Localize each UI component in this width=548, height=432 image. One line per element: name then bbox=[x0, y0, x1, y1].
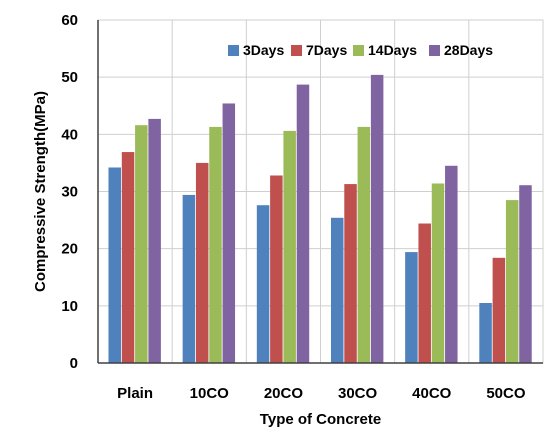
legend-swatch-7Days bbox=[291, 45, 302, 56]
x-tick-label: 10CO bbox=[190, 385, 230, 402]
legend-label-28Days: 28Days bbox=[444, 42, 493, 58]
bar-14Days-50CO bbox=[505, 200, 519, 363]
x-tick-label: 20CO bbox=[264, 385, 304, 402]
grid bbox=[97, 19, 544, 364]
bar-28Days-Plain bbox=[148, 118, 161, 363]
bar-3Days-10CO bbox=[182, 194, 196, 363]
bar-7Days-40CO bbox=[418, 223, 431, 363]
legend-swatch-3Days bbox=[228, 45, 239, 56]
y-tick-label: 60 bbox=[61, 12, 78, 29]
bar-28Days-10CO bbox=[222, 103, 236, 364]
y-tick-label: 20 bbox=[61, 241, 78, 258]
bar-7Days-50CO bbox=[492, 257, 506, 363]
axes: 0 10 20 30 40 50 60 Plain 10CO 20CO 30CO 40CO 50CO bbox=[61, 12, 543, 402]
legend-swatch-14Days bbox=[353, 45, 364, 56]
y-tick-label: 10 bbox=[61, 298, 78, 315]
x-tick-label: Plain bbox=[117, 385, 153, 402]
bar-28Days-40CO bbox=[445, 165, 458, 363]
bar-14Days-20CO bbox=[283, 130, 296, 363]
x-tick-label: 50CO bbox=[486, 385, 526, 402]
bar-7Days-Plain bbox=[121, 152, 135, 363]
legend-label-7Days: 7Days bbox=[306, 42, 347, 58]
bar-14Days-40CO bbox=[431, 183, 445, 363]
x-axis-title: Type of Concrete bbox=[260, 411, 381, 428]
legend-label-3Days: 3Days bbox=[243, 42, 284, 58]
bar-14Days-10CO bbox=[209, 126, 222, 363]
legend: 3Days 7Days 14Days 28Days bbox=[228, 42, 493, 58]
bar-3Days-50CO bbox=[479, 302, 492, 363]
y-tick-label: 0 bbox=[70, 355, 78, 372]
bar-28Days-50CO bbox=[519, 185, 532, 363]
bar-3Days-20CO bbox=[256, 205, 270, 363]
y-tick-label: 40 bbox=[61, 126, 78, 143]
bar-3Days-40CO bbox=[405, 252, 418, 363]
bar-28Days-20CO bbox=[296, 84, 310, 364]
bar-7Days-30CO bbox=[344, 184, 357, 363]
y-tick-label: 30 bbox=[61, 184, 78, 201]
bar-14Days-30CO bbox=[357, 126, 371, 363]
bar-14Days-Plain bbox=[135, 125, 148, 363]
legend-swatch-28Days bbox=[429, 45, 440, 56]
legend-label-14Days: 14Days bbox=[368, 42, 417, 58]
y-tick-label: 50 bbox=[61, 69, 78, 86]
bar-7Days-10CO bbox=[195, 162, 209, 363]
bars bbox=[108, 74, 532, 364]
bar-3Days-Plain bbox=[108, 167, 121, 363]
bar-7Days-20CO bbox=[270, 175, 283, 363]
bar-3Days-30CO bbox=[330, 217, 344, 363]
y-axis-title: Compressive Strength(MPa) bbox=[32, 91, 49, 292]
bar-28Days-30CO bbox=[370, 74, 384, 363]
x-tick-label: 40CO bbox=[412, 385, 452, 402]
x-tick-label: 30CO bbox=[338, 385, 378, 402]
